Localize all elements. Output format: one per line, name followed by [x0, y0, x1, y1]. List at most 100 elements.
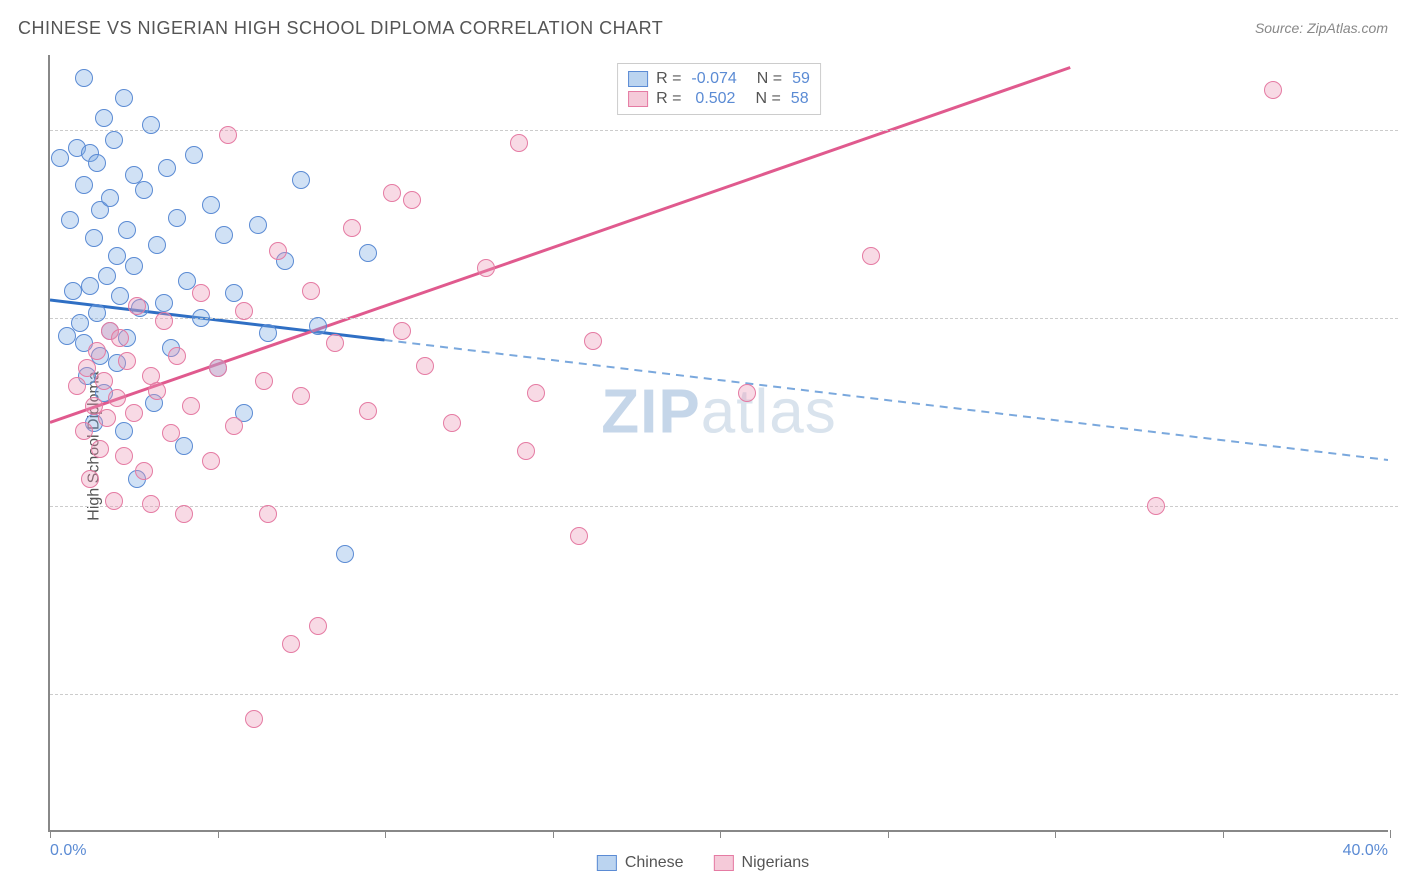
y-tick-label: 92.5% — [1400, 309, 1406, 327]
data-point — [584, 332, 602, 350]
x-tick — [218, 830, 219, 838]
y-tick-label: 100.0% — [1400, 121, 1406, 139]
data-point — [108, 247, 126, 265]
data-point — [570, 527, 588, 545]
data-point — [125, 257, 143, 275]
data-point — [81, 277, 99, 295]
x-tick — [888, 830, 889, 838]
data-point — [78, 359, 96, 377]
x-tick — [720, 830, 721, 838]
data-point — [225, 417, 243, 435]
gridline — [50, 694, 1398, 695]
data-point — [155, 294, 173, 312]
data-point — [115, 447, 133, 465]
gridline — [50, 130, 1398, 131]
data-point — [309, 317, 327, 335]
data-point — [142, 495, 160, 513]
plot-area: ZIPatlas R = -0.074 N = 59 R = 0.502 N =… — [48, 55, 1388, 832]
source-attribution: Source: ZipAtlas.com — [1255, 20, 1388, 36]
data-point — [148, 236, 166, 254]
data-point — [142, 116, 160, 134]
y-tick-label: 77.5% — [1400, 685, 1406, 703]
data-point — [115, 422, 133, 440]
data-point — [105, 131, 123, 149]
n-label: N = — [755, 90, 780, 108]
data-point — [75, 176, 93, 194]
chart-title: CHINESE VS NIGERIAN HIGH SCHOOL DIPLOMA … — [18, 18, 663, 39]
watermark-bold: ZIP — [601, 377, 700, 446]
data-point — [245, 710, 263, 728]
data-point — [75, 69, 93, 87]
data-point — [105, 492, 123, 510]
data-point — [135, 181, 153, 199]
x-tick — [1390, 830, 1391, 838]
data-point — [738, 384, 756, 402]
data-point — [162, 424, 180, 442]
legend-row-nigerians: R = 0.502 N = 58 — [628, 90, 810, 108]
data-point — [88, 342, 106, 360]
n-value-nigerians: 58 — [791, 90, 809, 108]
data-point — [443, 414, 461, 432]
data-point — [215, 226, 233, 244]
x-axis-max-label: 40.0% — [1343, 842, 1388, 860]
swatch-nigerians-icon — [714, 855, 734, 871]
data-point — [219, 126, 237, 144]
data-point — [259, 324, 277, 342]
gridline — [50, 506, 1398, 507]
data-point — [128, 297, 146, 315]
data-point — [168, 347, 186, 365]
data-point — [292, 387, 310, 405]
data-point — [359, 244, 377, 262]
data-point — [403, 191, 421, 209]
swatch-chinese-icon — [628, 71, 648, 87]
data-point — [155, 312, 173, 330]
data-point — [68, 377, 86, 395]
data-point — [182, 397, 200, 415]
data-point — [75, 422, 93, 440]
data-point — [1264, 81, 1282, 99]
data-point — [118, 352, 136, 370]
n-value-chinese: 59 — [792, 70, 810, 88]
x-tick — [385, 830, 386, 838]
data-point — [111, 329, 129, 347]
data-point — [326, 334, 344, 352]
data-point — [148, 382, 166, 400]
legend-label-nigerians: Nigerians — [742, 854, 810, 872]
chart-container: CHINESE VS NIGERIAN HIGH SCHOOL DIPLOMA … — [0, 0, 1406, 892]
x-tick — [1223, 830, 1224, 838]
data-point — [209, 359, 227, 377]
data-point — [88, 154, 106, 172]
legend-row-chinese: R = -0.074 N = 59 — [628, 70, 810, 88]
n-label: N = — [757, 70, 782, 88]
data-point — [1147, 497, 1165, 515]
legend-label-chinese: Chinese — [625, 854, 684, 872]
data-point — [88, 304, 106, 322]
data-point — [302, 282, 320, 300]
data-point — [225, 284, 243, 302]
data-point — [101, 189, 119, 207]
legend-item-nigerians: Nigerians — [714, 854, 810, 872]
data-point — [393, 322, 411, 340]
data-point — [336, 545, 354, 563]
data-point — [477, 259, 495, 277]
data-point — [108, 389, 126, 407]
data-point — [259, 505, 277, 523]
watermark: ZIPatlas — [601, 376, 836, 447]
data-point — [269, 242, 287, 260]
data-point — [192, 309, 210, 327]
r-label: R = — [656, 70, 681, 88]
watermark-rest: atlas — [701, 377, 837, 446]
data-point — [158, 159, 176, 177]
data-point — [416, 357, 434, 375]
data-point — [98, 409, 116, 427]
data-point — [235, 302, 253, 320]
x-tick — [1055, 830, 1056, 838]
data-point — [91, 440, 109, 458]
data-point — [517, 442, 535, 460]
swatch-nigerians-icon — [628, 91, 648, 107]
data-point — [168, 209, 186, 227]
data-point — [175, 437, 193, 455]
data-point — [98, 267, 116, 285]
data-point — [192, 284, 210, 302]
data-point — [118, 221, 136, 239]
